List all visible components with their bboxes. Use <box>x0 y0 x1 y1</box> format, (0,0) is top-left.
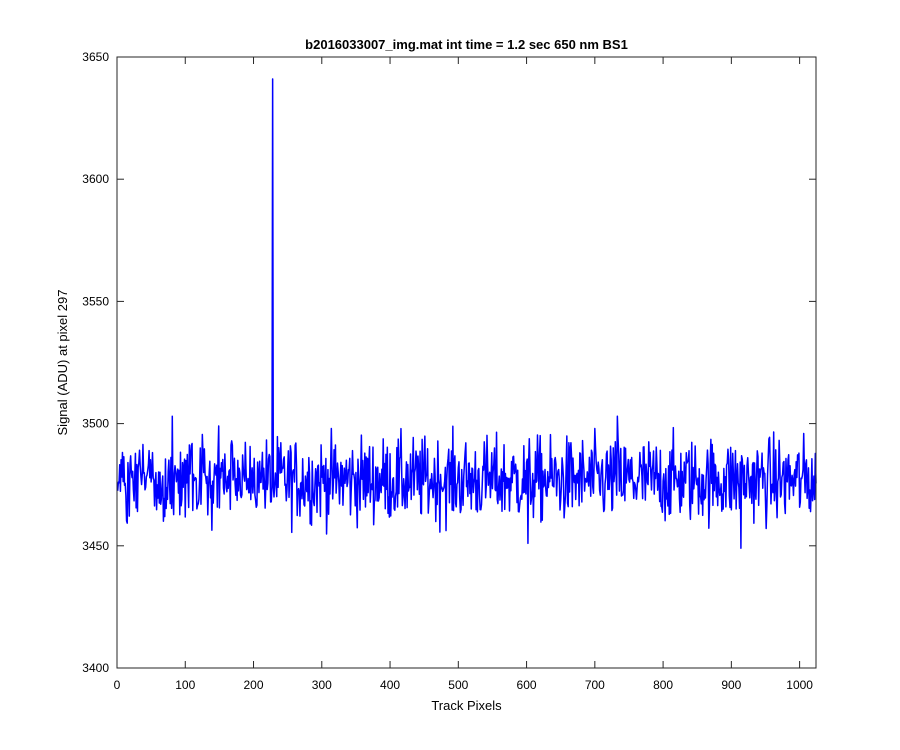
plot-area <box>116 78 817 549</box>
series-line <box>116 78 817 549</box>
x-axis-label: Track Pixels <box>431 698 502 713</box>
x-tick-label: 400 <box>380 678 400 692</box>
y-tick-label: 3500 <box>82 417 109 431</box>
x-tick-label: 700 <box>585 678 605 692</box>
y-axis-label: Signal (ADU) at pixel 297 <box>55 290 70 436</box>
x-tick-label: 1000 <box>786 678 813 692</box>
x-tick-label: 300 <box>312 678 332 692</box>
y-tick-label: 3550 <box>82 294 109 308</box>
x-tick-label: 900 <box>721 678 741 692</box>
x-tick-label: 600 <box>517 678 537 692</box>
y-tick-label: 3600 <box>82 172 109 186</box>
x-tick-label: 100 <box>175 678 195 692</box>
x-axis-ticks: 0 100 200 300 400 500 600 700 800 900 1000 <box>114 57 813 692</box>
x-tick-label: 200 <box>244 678 264 692</box>
axes-background <box>117 57 816 668</box>
x-tick-label: 800 <box>653 678 673 692</box>
y-tick-label: 3400 <box>82 661 109 675</box>
y-axis-ticks: 3400 3450 3500 3550 3600 3650 <box>82 50 816 675</box>
axes-box <box>116 56 817 669</box>
chart-title: b2016033007_img.mat int time = 1.2 sec 6… <box>305 37 628 52</box>
x-tick-label: 500 <box>448 678 468 692</box>
y-tick-label: 3450 <box>82 539 109 553</box>
x-tick-label: 0 <box>114 678 121 692</box>
y-tick-label: 3650 <box>82 50 109 64</box>
